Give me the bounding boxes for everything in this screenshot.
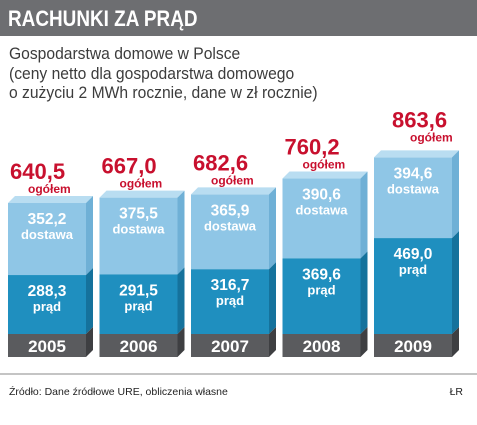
base-block-2006	[99, 334, 178, 357]
year-label-2007: 2007	[211, 337, 249, 356]
bar-side-prad-2005	[86, 268, 93, 334]
base-side-2009	[452, 327, 459, 357]
bar-side-dostawa-2009	[452, 150, 459, 239]
total-value-2008: 760,2	[285, 135, 340, 160]
year-label-2009: 2009	[394, 337, 432, 356]
bar-side-dostawa-2006	[177, 190, 185, 275]
label-prad-name-2009: prąd	[399, 262, 427, 277]
base-block-2009	[374, 334, 452, 357]
total-value-2005: 640,5	[10, 159, 65, 184]
base-side-2005	[86, 327, 93, 357]
label-prad-name-2007: prąd	[216, 293, 244, 308]
bar-dostawa-2009	[374, 157, 452, 239]
label-prad-value-2006: 291,5	[119, 282, 158, 299]
bar-dostawa-2006	[99, 197, 178, 275]
total-value-2006: 667,0	[102, 154, 157, 179]
label-dostawa-name-2008: dostawa	[295, 203, 348, 218]
label-dostawa-name-2005: dostawa	[21, 227, 74, 242]
label-dostawa-name-2007: dostawa	[204, 218, 257, 233]
year-label-2008: 2008	[303, 337, 341, 356]
base-block-2008	[282, 334, 361, 357]
label-dostawa-value-2008: 390,6	[302, 187, 341, 204]
chart-title: RACHUNKI ZA PRĄD	[8, 6, 198, 31]
subtitle-line-1: Gospodarstwa domowe w Polsce	[9, 44, 241, 63]
chart-subtitle: Gospodarstwa domowe w Polsce (ceny netto…	[9, 44, 318, 103]
base-side-2006	[177, 327, 185, 357]
source-note: Źródło: Dane źródłowe URE, obliczenia wł…	[9, 386, 228, 398]
label-dostawa-value-2005: 352,2	[28, 211, 67, 228]
base-side-2008	[360, 327, 368, 357]
bar-side-prad-2008	[360, 251, 368, 334]
total-caption-2006: ogółem	[120, 177, 163, 191]
label-prad-value-2008: 369,6	[302, 266, 341, 283]
label-dostawa-value-2009: 394,6	[394, 165, 433, 182]
bar-prad-2007	[191, 269, 269, 334]
label-prad-value-2005: 288,3	[28, 283, 67, 300]
label-prad-name-2005: prąd	[33, 299, 61, 314]
bar-dostawa-2008	[282, 178, 361, 259]
base-side-2007	[269, 327, 276, 357]
base-block-2005	[8, 334, 86, 357]
author-credit: ŁR	[449, 386, 463, 398]
year-label-2005: 2005	[28, 337, 66, 356]
label-dostawa-value-2007: 365,9	[211, 202, 250, 219]
bar-side-prad-2006	[177, 267, 185, 334]
total-caption-2007: ogółem	[211, 173, 254, 187]
label-prad-name-2006: prąd	[124, 298, 152, 313]
bar-dostawa-2005	[8, 203, 86, 276]
year-label-2006: 2006	[120, 337, 158, 356]
label-prad-name-2008: prąd	[307, 282, 335, 297]
bar-top-face-2006	[99, 190, 185, 198]
subtitle-line-2: (ceny netto dla gospodarstwa domowego	[9, 63, 295, 83]
bar-side-prad-2009	[452, 231, 459, 334]
bar-side-dostawa-2007	[269, 187, 276, 270]
bar-prad-2009	[374, 238, 452, 334]
label-dostawa-name-2006: dostawa	[112, 222, 165, 237]
total-caption-2009: ogółem	[410, 130, 453, 144]
bar-top-face-2009	[374, 150, 459, 158]
bar-top-face-2007	[191, 187, 276, 195]
label-dostawa-value-2006: 375,5	[119, 206, 158, 223]
total-value-2007: 682,6	[193, 150, 248, 175]
total-value-2009: 863,6	[392, 107, 447, 132]
total-caption-2008: ogółem	[303, 158, 346, 172]
bar-prad-2006	[99, 274, 178, 334]
bar-prad-2005	[8, 275, 86, 334]
bar-top-face-2005	[8, 196, 93, 204]
bar-side-prad-2007	[269, 262, 276, 334]
bar-side-dostawa-2008	[360, 171, 368, 259]
label-prad-value-2009: 469,0	[394, 246, 433, 263]
total-caption-2005: ogółem	[28, 182, 71, 196]
bar-dostawa-2007	[191, 194, 269, 270]
label-prad-value-2007: 316,7	[211, 277, 250, 294]
label-dostawa-name-2009: dostawa	[387, 181, 440, 196]
base-block-2007	[191, 334, 269, 357]
header-bar	[0, 0, 477, 36]
bar-top-face-2008	[282, 171, 368, 179]
bar-prad-2008	[282, 258, 361, 334]
bar-side-dostawa-2005	[86, 196, 93, 276]
subtitle-line-3: o zużyciu 2 MWh rocznie, dane w zł roczn…	[9, 83, 318, 102]
